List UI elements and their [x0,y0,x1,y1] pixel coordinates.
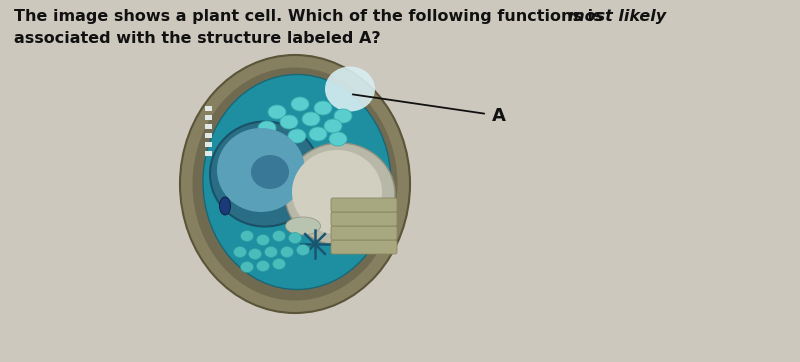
Ellipse shape [217,128,305,212]
Ellipse shape [325,67,375,111]
Bar [205,133,212,138]
Ellipse shape [257,261,270,272]
Text: A: A [492,107,506,125]
Ellipse shape [193,67,398,300]
Ellipse shape [249,248,262,260]
Ellipse shape [234,247,246,257]
Bar [205,142,212,147]
Ellipse shape [268,105,286,119]
Ellipse shape [257,235,270,245]
Bar [205,124,212,129]
Ellipse shape [302,112,320,126]
Ellipse shape [251,155,289,189]
Ellipse shape [297,244,310,256]
FancyBboxPatch shape [331,240,397,254]
Ellipse shape [312,241,318,247]
Bar [205,151,212,156]
Ellipse shape [334,109,352,123]
Ellipse shape [280,115,298,129]
Ellipse shape [281,247,294,257]
Ellipse shape [258,121,276,135]
Ellipse shape [203,75,391,290]
Text: most likely: most likely [568,9,666,24]
Ellipse shape [241,231,254,241]
Ellipse shape [329,132,347,146]
Text: associated with the structure labeled A?: associated with the structure labeled A? [14,31,381,46]
Ellipse shape [241,261,254,273]
FancyBboxPatch shape [331,198,397,212]
Ellipse shape [210,122,320,227]
FancyBboxPatch shape [331,212,397,226]
Ellipse shape [288,129,306,143]
Ellipse shape [219,197,230,215]
Ellipse shape [273,258,286,269]
Ellipse shape [285,143,395,245]
Ellipse shape [291,97,309,111]
Text: The image shows a plant cell. Which of the following functions is: The image shows a plant cell. Which of t… [14,9,608,24]
Ellipse shape [266,133,284,147]
FancyBboxPatch shape [331,226,397,240]
Bar [205,115,212,120]
Ellipse shape [273,231,286,241]
Ellipse shape [286,217,321,235]
Ellipse shape [180,55,410,313]
Ellipse shape [314,101,332,115]
Ellipse shape [289,232,302,244]
Bar [205,106,212,111]
Ellipse shape [324,119,342,133]
Ellipse shape [265,247,278,257]
Ellipse shape [309,127,327,141]
Ellipse shape [292,150,382,234]
